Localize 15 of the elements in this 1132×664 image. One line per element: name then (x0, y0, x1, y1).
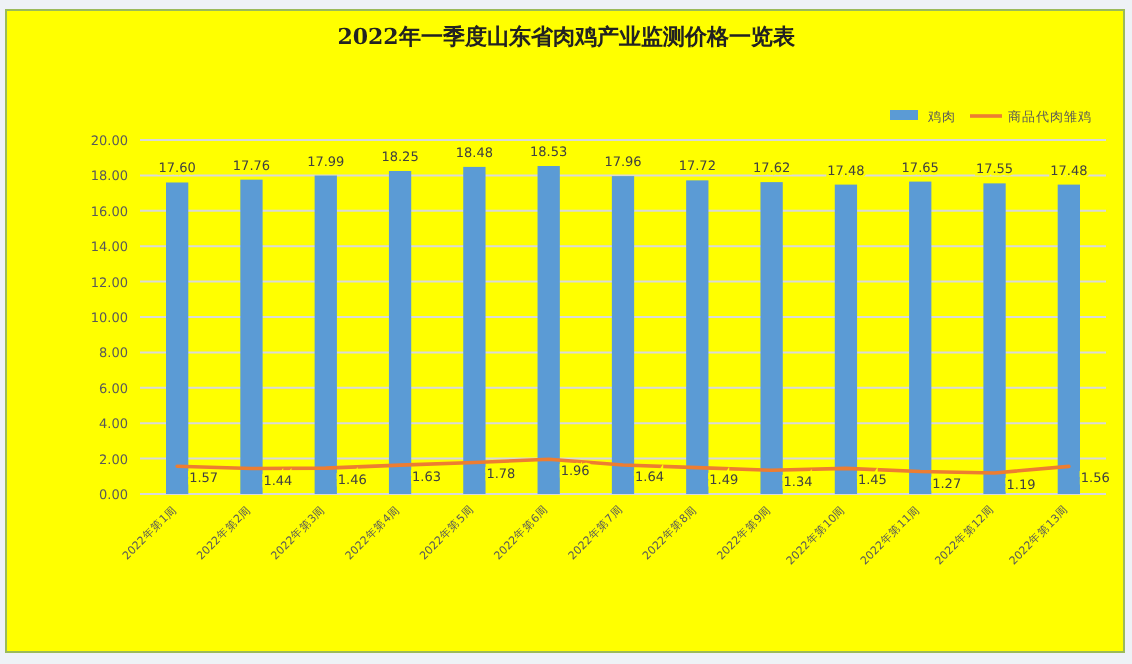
bar (314, 175, 337, 494)
bar (760, 182, 783, 494)
bar (388, 170, 412, 494)
bar (1057, 184, 1080, 494)
line-series (175, 457, 1071, 475)
bar (537, 166, 560, 494)
bar (834, 184, 858, 494)
bar (909, 181, 932, 494)
bar (463, 166, 486, 494)
bar (240, 179, 263, 494)
bar (166, 182, 189, 494)
bar (611, 176, 635, 494)
bar (983, 183, 1006, 494)
chart-title: 2022年一季度山东省肉鸡产业监测价格一览表 (337, 24, 797, 50)
bar (686, 180, 709, 494)
